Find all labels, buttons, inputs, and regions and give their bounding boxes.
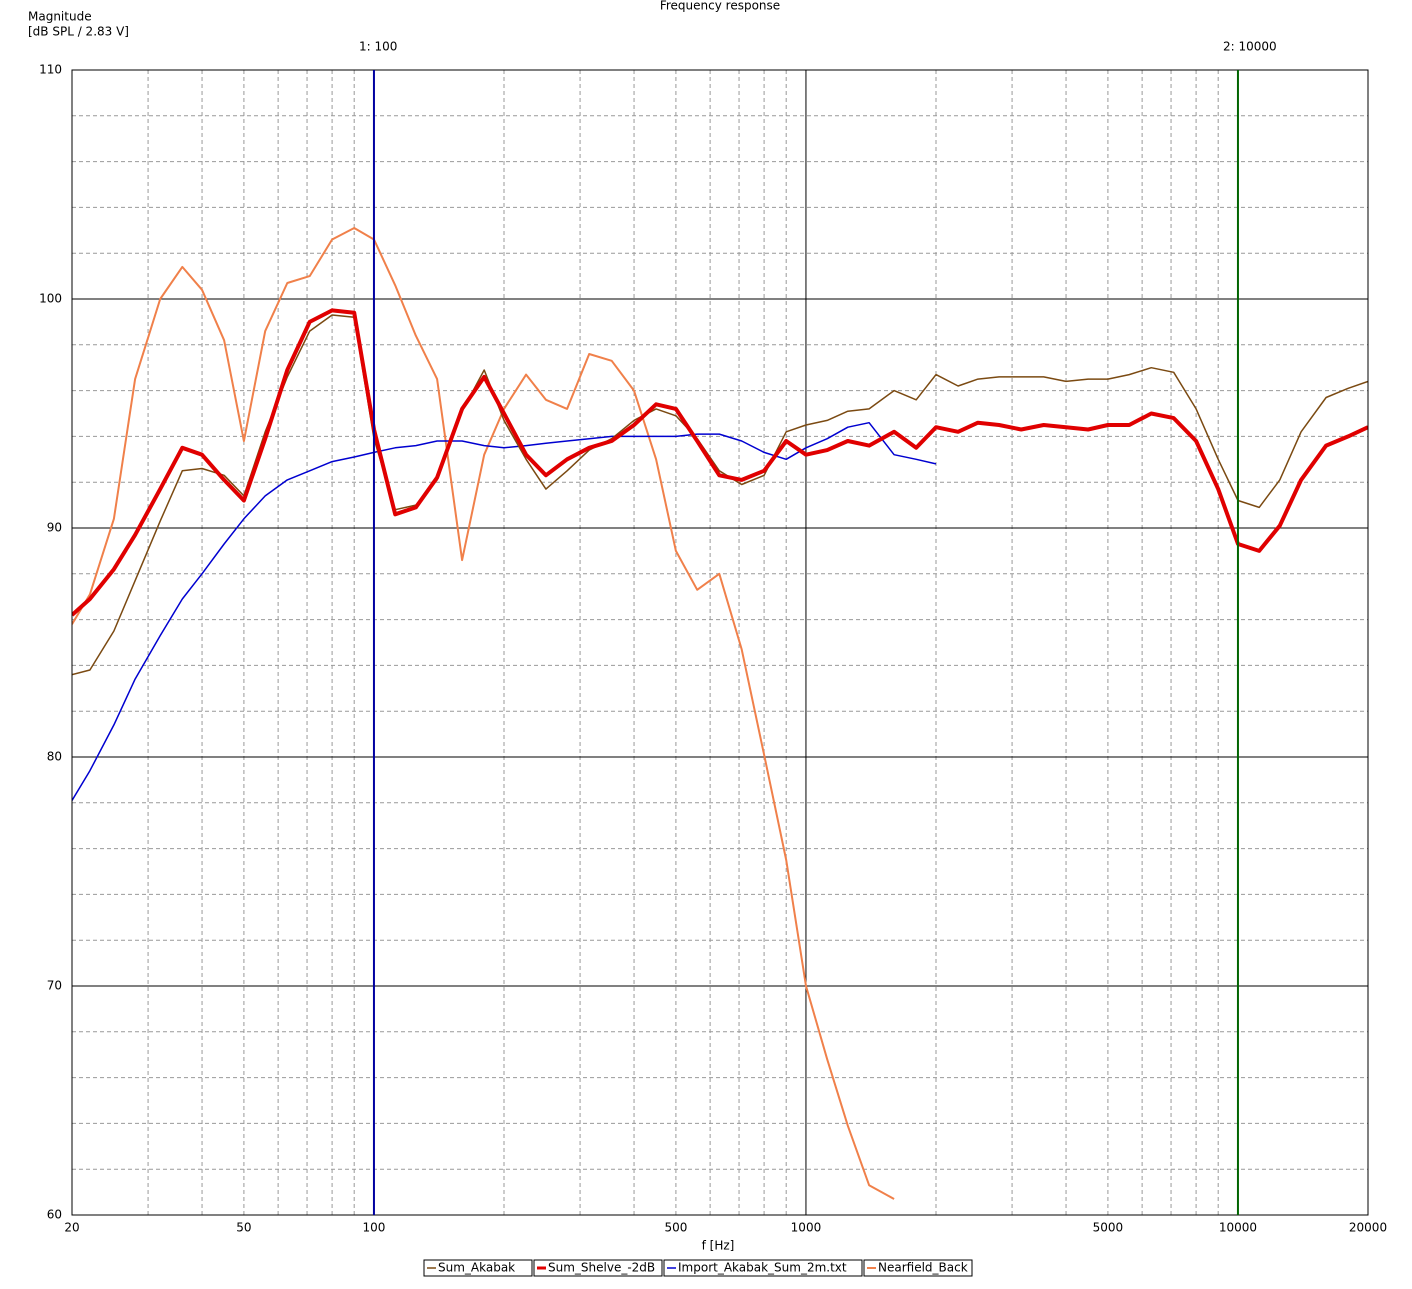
x-tick-label: 20 — [64, 1221, 79, 1235]
legend-box — [663, 1259, 863, 1277]
x-tick-label: 20000 — [1349, 1221, 1387, 1235]
y-tick-label: 60 — [47, 1208, 62, 1222]
legend-box — [423, 1259, 533, 1277]
series-line — [72, 308, 1368, 617]
y-tick-label: 80 — [47, 750, 62, 764]
y-tick-label: 100 — [39, 292, 62, 306]
legend-box — [863, 1259, 973, 1277]
grid — [71, 69, 1369, 1216]
x-tick-label: 5000 — [1093, 1221, 1124, 1235]
curves — [72, 228, 1368, 1210]
legend-label: Sum_Shelve_-2dB — [548, 1261, 655, 1275]
y-tick-label: 110 — [39, 63, 62, 77]
legend-label: Import_Akabak_Sum_2m.txt — [678, 1261, 847, 1275]
cursor-label: 1: 100 — [359, 40, 397, 54]
series-line — [72, 421, 937, 801]
chart-title: Frequency response — [660, 0, 780, 13]
y-tick-label: 70 — [47, 979, 62, 993]
y-axis-label: Magnitude — [28, 10, 92, 24]
legend: Sum_Akabak Sum_Shelve_-2dB Import_Akabak_S… — [423, 1259, 973, 1277]
y-tick-label: 90 — [47, 521, 62, 535]
x-tick-label: 1000 — [791, 1221, 822, 1235]
legend-box — [533, 1259, 663, 1277]
x-tick-label: 50 — [236, 1221, 251, 1235]
series-line — [72, 228, 1368, 1210]
x-tick-label: 100 — [363, 1221, 386, 1235]
legend-label: Sum_Akabak — [438, 1261, 515, 1275]
x-tick-label: 500 — [664, 1221, 687, 1235]
cursor-label: 2: 10000 — [1223, 40, 1277, 54]
x-tick-label: 10000 — [1219, 1221, 1257, 1235]
y-axis-unit: [dB SPL / 2.83 V] — [28, 25, 129, 39]
legend-label: Nearfield_Back — [878, 1261, 968, 1275]
x-axis-label: f [Hz] — [702, 1239, 735, 1253]
series-line — [72, 314, 1368, 676]
plot-frame — [71, 69, 1369, 1216]
